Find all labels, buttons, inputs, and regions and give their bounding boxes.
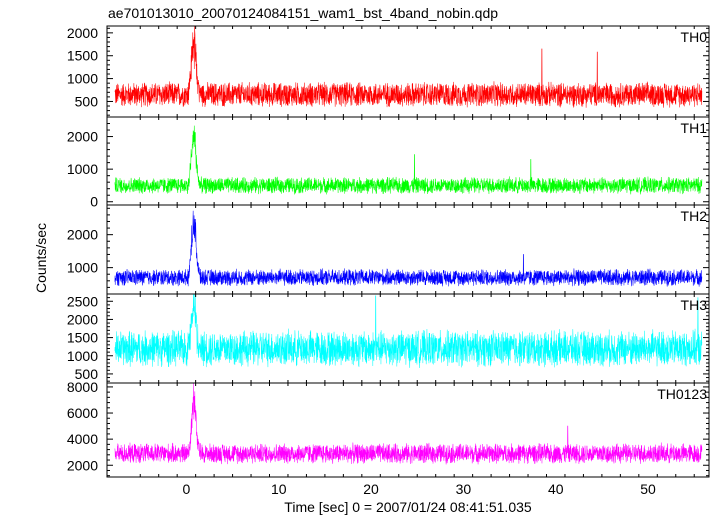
x-tick-label: 40 — [548, 481, 564, 497]
y-tick-label: 2000 — [67, 457, 98, 473]
panel-label: TH1 — [681, 120, 708, 136]
y-tick-label: 2000 — [67, 129, 98, 145]
y-tick-label: 2500 — [67, 293, 98, 309]
y-tick-label: 500 — [75, 93, 99, 109]
y-tick-label: 0 — [90, 194, 98, 210]
x-tick-label: 20 — [363, 481, 379, 497]
y-tick-label: 2000 — [67, 25, 98, 41]
panel-label: TH2 — [681, 208, 708, 224]
panel-th0123: 2000 4000 6000 8000 TH0123 — [67, 379, 710, 478]
series-th0 — [114, 25, 703, 108]
x-tick-label: 0 — [183, 481, 191, 497]
panel-label: TH0123 — [657, 386, 707, 402]
y-tick-label: 8000 — [67, 379, 98, 395]
y-tick-label: 2000 — [67, 227, 98, 243]
x-axis-layer: 0 10 20 30 40 50 — [183, 481, 657, 497]
x-tick-label: 30 — [456, 481, 472, 497]
series-th1 — [114, 125, 703, 195]
series-th2 — [114, 210, 703, 287]
x-tick-label: 10 — [271, 481, 287, 497]
panel-th1: 0 1000 2000 TH1 — [67, 116, 710, 210]
panel-th2: 1000 2000 TH2 — [67, 204, 710, 295]
y-tick-label: 6000 — [67, 405, 98, 421]
y-tick-label: 4000 — [67, 431, 98, 447]
y-tick-label: 1000 — [67, 348, 98, 364]
y-tick-label: 500 — [75, 366, 99, 382]
panel-label: TH3 — [681, 297, 708, 313]
y-axis-label: Counts/sec — [33, 223, 49, 293]
panel-label: TH0 — [681, 29, 708, 45]
panels-layer: 500 1000 1500 2000 TH0 0 1000 2000 TH1 1000 2000 TH… — [67, 25, 710, 478]
panel-th3: 500 1000 1500 2000 2500 TH3 — [67, 293, 710, 384]
series-th3 — [114, 293, 703, 369]
series-th0123 — [114, 382, 703, 465]
y-tick-label: 1500 — [67, 330, 98, 346]
x-tick-label: 50 — [640, 481, 656, 497]
panel-th0: 500 1000 1500 2000 TH0 — [67, 25, 710, 118]
y-tick-label: 1000 — [67, 71, 98, 87]
y-tick-label: 1000 — [67, 260, 98, 276]
y-tick-label: 2000 — [67, 311, 98, 327]
y-tick-label: 1000 — [67, 161, 98, 177]
y-tick-label: 1500 — [67, 48, 98, 64]
chart-title: ae701013010_20070124084151_wam1_bst_4ban… — [108, 5, 498, 21]
x-axis-label: Time [sec] 0 = 2007/01/24 08:41:51.035 — [284, 499, 532, 515]
panel-frame — [106, 382, 710, 478]
